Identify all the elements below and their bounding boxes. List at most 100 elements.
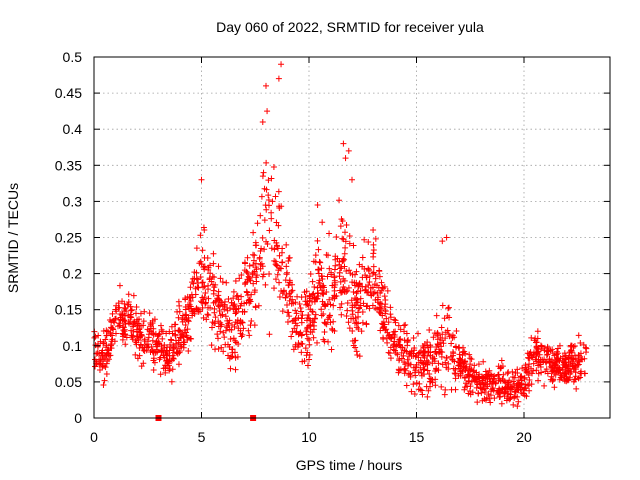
data-point [326,312,333,319]
data-point [215,263,222,270]
data-point [522,364,529,371]
data-point [155,331,162,338]
data-point [143,347,150,354]
data-point [416,380,423,387]
data-point [151,316,158,323]
data-point [103,332,110,339]
data-point [499,385,506,392]
data-point [205,304,212,311]
data-point [370,263,377,270]
data-point [199,247,206,254]
data-point [514,403,521,410]
data-point [189,294,196,301]
data-point [120,327,127,334]
data-point [336,258,343,265]
data-point [464,383,471,390]
data-point [445,365,452,372]
data-point [210,299,217,306]
data-point [565,355,572,362]
data-point [353,348,360,355]
data-point [332,281,339,288]
data-point [387,314,394,321]
data-point [157,371,164,378]
data-point [369,302,376,309]
data-point [433,312,440,319]
data-point [185,314,192,321]
data-point [178,335,185,342]
data-point [396,341,403,348]
data-point [241,259,248,266]
data-point [401,366,408,373]
data-point [187,284,194,291]
data-point [561,350,568,357]
data-point [370,269,377,276]
data-point [412,367,419,374]
data-point [526,377,533,384]
data-point [319,298,326,305]
data-point [293,310,300,317]
data-point [164,344,171,351]
data-point [150,357,157,364]
data-point [174,308,181,315]
data-point [338,265,345,272]
data-point [289,287,296,294]
data-point [337,223,344,230]
data-point [221,334,228,341]
data-point [100,382,107,389]
data-point [425,387,432,394]
data-point [504,395,511,402]
data-point [462,365,469,372]
data-point [522,381,529,388]
data-point [475,361,482,368]
data-point [363,303,370,310]
data-point [538,369,545,376]
data-point [119,298,126,305]
data-point [394,351,401,358]
data-point [341,229,348,236]
data-point [257,261,264,268]
data-point [100,339,107,346]
data-point [245,327,252,334]
data-point [339,218,346,225]
data-point [276,252,283,259]
data-point [366,273,373,280]
data-point [388,334,395,341]
chart-title: Day 060 of 2022, SRMTID for receiver yul… [216,19,484,35]
data-point [296,301,303,308]
data-point [294,293,301,300]
data-point [384,287,391,294]
data-point [456,365,463,372]
data-point [254,220,261,227]
data-point [510,401,517,408]
data-point [274,245,281,252]
x-tick-label: 0 [90,429,98,445]
data-point [211,284,218,291]
data-point [324,273,331,280]
data-point [304,298,311,305]
data-point [99,350,106,357]
data-point [319,275,326,282]
data-point [222,313,229,320]
data-point [430,334,437,341]
data-point [128,314,135,321]
data-point [290,300,297,307]
data-point [575,332,582,339]
data-point [438,383,445,390]
data-point [136,316,143,323]
data-point [524,382,531,389]
data-point [310,334,317,341]
data-point [482,368,489,375]
data-point [501,389,508,396]
data-point [305,311,312,318]
data-point [101,377,108,384]
data-point [446,314,453,321]
data-point [498,364,505,371]
data-point [252,303,259,310]
data-point [345,319,352,326]
data-point [200,314,207,321]
data-point [481,385,488,392]
data-point [327,301,334,308]
data-point [248,318,255,324]
peak-point [345,147,352,154]
data-point [307,306,314,313]
